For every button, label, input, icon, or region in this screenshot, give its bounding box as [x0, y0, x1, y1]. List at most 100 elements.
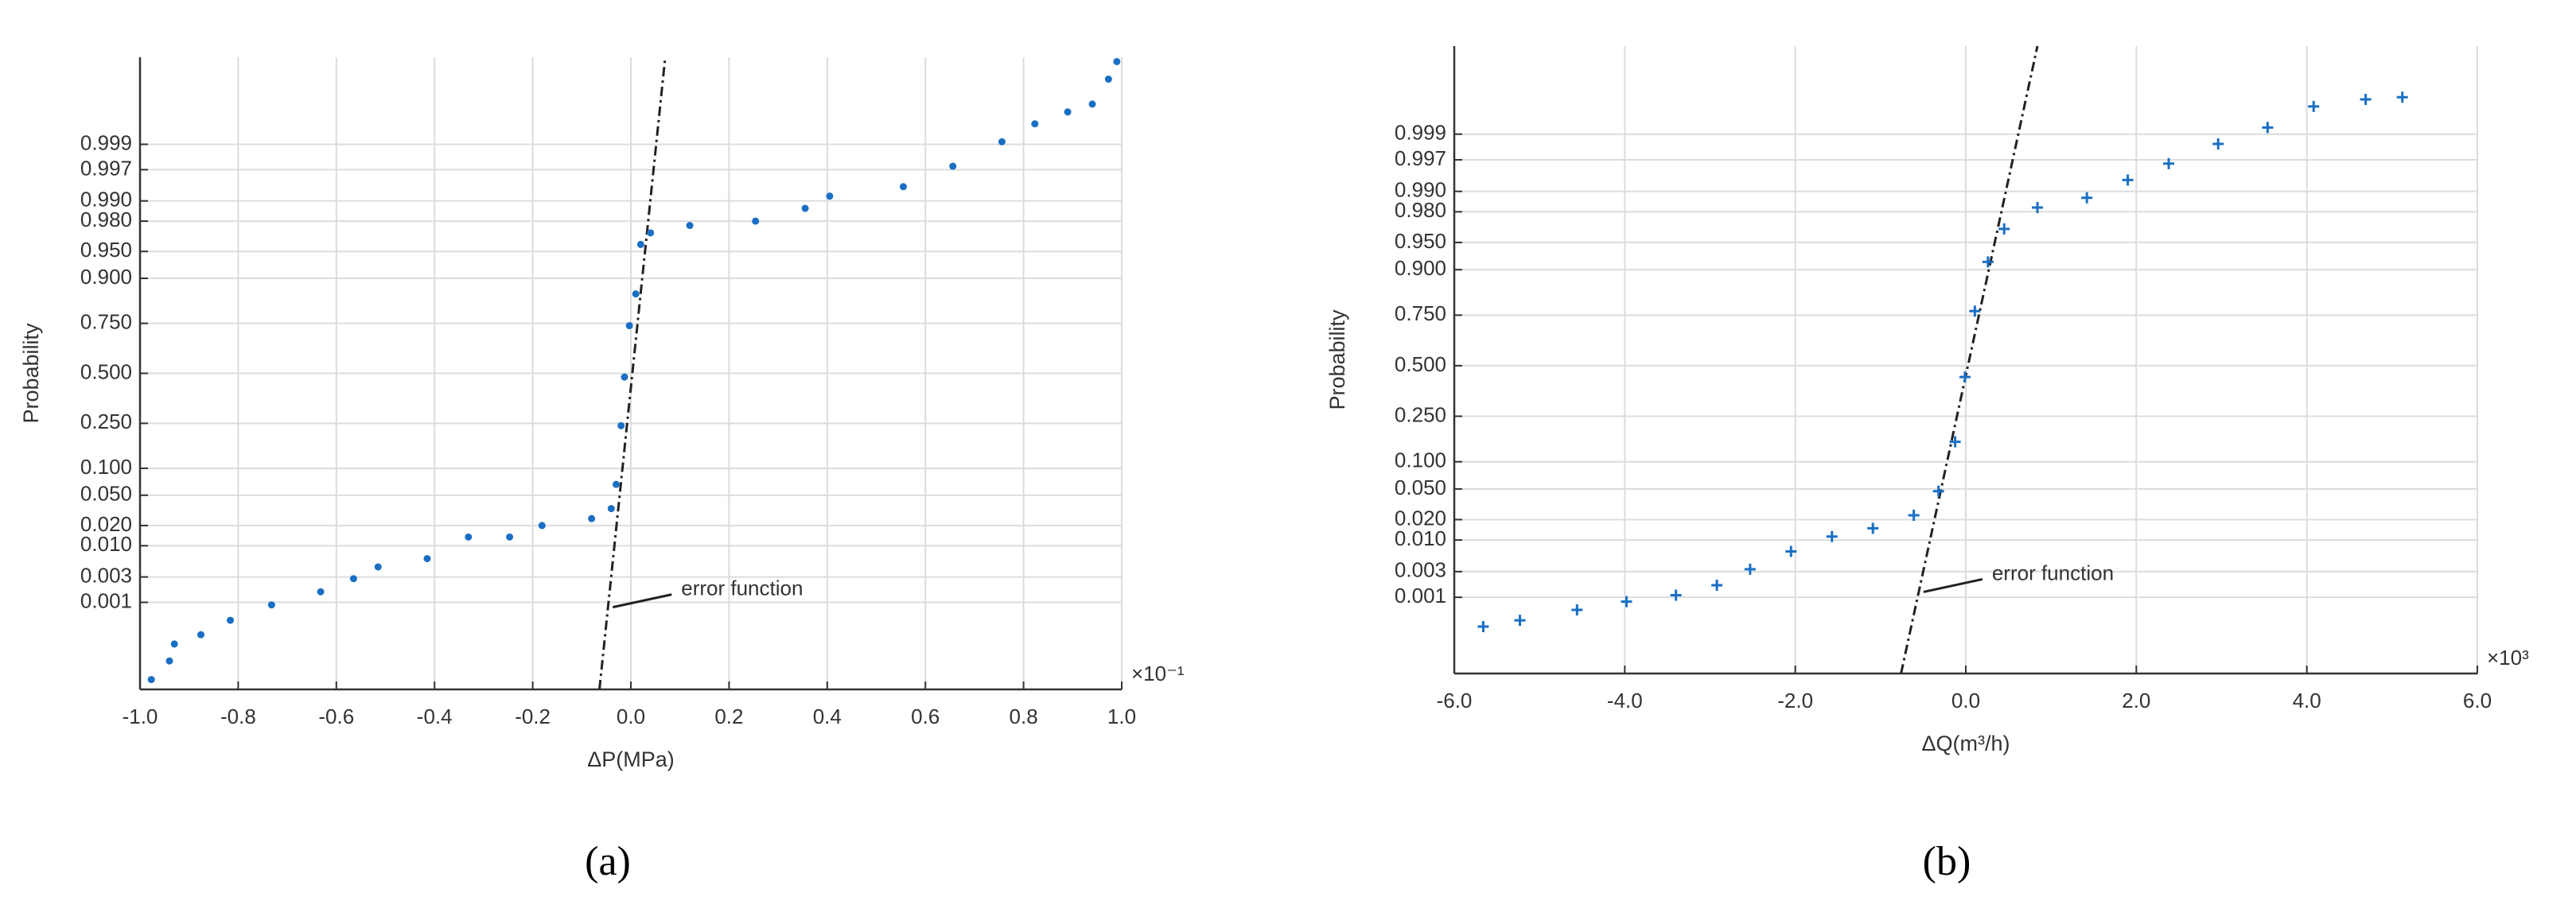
y-tick-label: 0.010 [80, 532, 132, 556]
y-tick-label: 0.750 [80, 310, 132, 334]
x-tick-label: 0.0 [617, 705, 645, 728]
y-tick-label: 0.500 [80, 359, 132, 383]
data-point [227, 616, 235, 624]
y-tick-label: 0.250 [80, 410, 132, 433]
data-point [2032, 202, 2044, 214]
data-point [998, 138, 1006, 146]
data-point [317, 588, 325, 596]
data-point [1064, 108, 1072, 116]
data-point [686, 222, 694, 230]
data-point [349, 575, 357, 583]
data-point [1932, 485, 1944, 497]
y-tick-label: 0.050 [80, 482, 132, 506]
x-tick-label: 6.0 [2463, 689, 2492, 712]
y-tick-label: 0.020 [80, 512, 132, 536]
x-tick-label: -0.2 [515, 705, 551, 728]
x-tick-label: -2.0 [1777, 689, 1813, 712]
data-point [1959, 371, 1971, 383]
panel-label: (a) [585, 839, 631, 884]
data-point [826, 192, 834, 200]
data-point [1514, 615, 1526, 627]
y-tick-label: 0.900 [1395, 256, 1446, 280]
axis-multiplier: ×10³ [2487, 646, 2529, 670]
data-point [801, 204, 809, 212]
data-point [2122, 174, 2134, 186]
y-tick-label: 0.001 [1395, 584, 1446, 608]
data-point [2081, 192, 2093, 204]
data-point [1113, 57, 1121, 65]
data-point [538, 522, 546, 530]
data-point [588, 514, 596, 522]
data-point [2163, 157, 2175, 169]
x-tick-label: -0.8 [220, 705, 256, 728]
data-point [2212, 138, 2224, 150]
data-point [949, 162, 957, 170]
x-tick-label: 2.0 [2122, 689, 2150, 712]
y-axis-label: Probability [1325, 309, 1349, 410]
data-point [1867, 522, 1879, 534]
y-tick-label: 0.003 [80, 563, 132, 587]
axis-multiplier: ×10⁻¹ [1131, 662, 1185, 685]
annotation-pointer [1923, 577, 1983, 593]
data-point [1744, 563, 1756, 575]
data-point [899, 183, 907, 191]
y-tick-label: 0.500 [1395, 352, 1446, 376]
x-tick-label: 0.0 [1951, 689, 1980, 712]
data-point [632, 290, 640, 298]
y-tick-label: 0.990 [80, 188, 132, 212]
data-point [1477, 620, 1489, 632]
data-point [1982, 256, 1994, 268]
y-tick-label: 0.250 [1395, 402, 1446, 426]
y-tick-label: 0.997 [80, 156, 132, 180]
data-point [197, 631, 205, 639]
y-tick-label: 0.020 [1395, 506, 1446, 530]
x-tick-label: 0.6 [911, 705, 940, 728]
data-point [423, 555, 431, 563]
x-tick-label: -6.0 [1437, 689, 1473, 712]
x-tick-label: 1.0 [1107, 705, 1136, 728]
fit-line [1900, 45, 2039, 674]
data-point [2396, 91, 2408, 103]
fit-line [598, 56, 667, 690]
y-tick-label: 0.050 [1395, 476, 1446, 499]
y-tick-label: 0.001 [80, 588, 132, 612]
y-axis-label: Probability [19, 323, 43, 424]
y-tick-label: 0.980 [80, 208, 132, 231]
y-tick-label: 0.010 [1395, 526, 1446, 550]
data-point [1949, 436, 1961, 448]
data-point [617, 421, 625, 429]
data-point [374, 563, 382, 571]
data-point [607, 505, 615, 513]
data-point [1670, 589, 1682, 601]
x-tick-label: 4.0 [2293, 689, 2321, 712]
data-point [465, 533, 473, 541]
data-point [1908, 509, 1920, 521]
x-tick-label: -0.4 [417, 705, 453, 728]
y-tick-label: 0.997 [1395, 146, 1446, 170]
data-point [1031, 120, 1039, 128]
x-axis-label: ΔP(MPa) [587, 747, 675, 771]
data-point [2308, 100, 2320, 112]
y-tick-label: 0.950 [1395, 229, 1446, 253]
data-point [1826, 530, 1838, 542]
x-axis-label: ΔQ(m³/h) [1921, 732, 2010, 755]
x-tick-label: -4.0 [1607, 689, 1643, 712]
annotation: error function [1992, 561, 2114, 584]
y-tick-label: 0.100 [80, 455, 132, 479]
y-tick-label: 0.100 [1395, 448, 1446, 472]
data-point [647, 229, 655, 237]
data-point [1998, 223, 2010, 235]
data-point [267, 601, 275, 609]
x-tick-label: -1.0 [123, 705, 158, 728]
data-point [147, 676, 155, 684]
y-tick-label: 0.990 [1395, 178, 1446, 202]
data-point [621, 373, 628, 381]
data-point [1711, 579, 1723, 591]
data-point [612, 480, 620, 488]
y-tick-label: 0.003 [1395, 558, 1446, 582]
data-point [1104, 76, 1112, 83]
data-point [752, 217, 760, 225]
data-point [1621, 596, 1632, 608]
